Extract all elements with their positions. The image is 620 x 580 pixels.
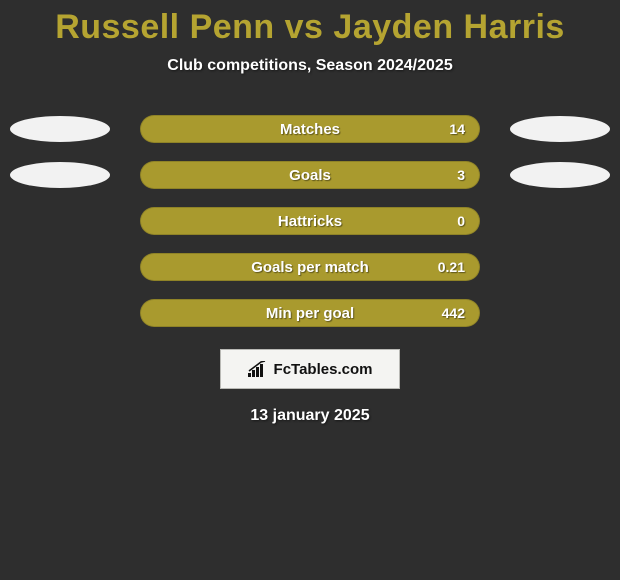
- left-marker: [10, 116, 110, 142]
- comparison-row: Hattricks 0: [0, 207, 620, 235]
- stat-label: Goals per match: [251, 259, 369, 276]
- comparison-row: Goals per match 0.21: [0, 253, 620, 281]
- stat-value: 3: [457, 167, 465, 183]
- right-marker: [510, 162, 610, 188]
- brand-text: FcTables.com: [274, 361, 373, 378]
- stat-bar: Goals 3: [140, 161, 480, 189]
- brand-chart-icon: [248, 361, 268, 377]
- comparison-row: Min per goal 442: [0, 299, 620, 327]
- stat-label: Matches: [280, 121, 340, 138]
- stat-bar: Goals per match 0.21: [140, 253, 480, 281]
- stat-value: 442: [442, 305, 465, 321]
- stat-label: Goals: [289, 167, 331, 184]
- stat-bar: Min per goal 442: [140, 299, 480, 327]
- comparison-row: Matches 14: [0, 115, 620, 143]
- page-title: Russell Penn vs Jayden Harris: [0, 0, 620, 47]
- stat-value: 14: [449, 121, 465, 137]
- left-marker: [10, 162, 110, 188]
- brand-box[interactable]: FcTables.com: [220, 349, 400, 389]
- page-subtitle: Club competitions, Season 2024/2025: [0, 57, 620, 75]
- page: Russell Penn vs Jayden Harris Club compe…: [0, 0, 620, 580]
- comparison-rows: Matches 14 Goals 3 Hattricks 0 Goals per match…: [0, 115, 620, 327]
- stat-bar: Hattricks 0: [140, 207, 480, 235]
- right-marker: [510, 116, 610, 142]
- stat-label: Min per goal: [266, 305, 354, 322]
- stat-value: 0: [457, 213, 465, 229]
- stat-value: 0.21: [438, 259, 465, 275]
- stat-label: Hattricks: [278, 213, 342, 230]
- footer-date: 13 january 2025: [0, 407, 620, 425]
- comparison-row: Goals 3: [0, 161, 620, 189]
- stat-bar: Matches 14: [140, 115, 480, 143]
